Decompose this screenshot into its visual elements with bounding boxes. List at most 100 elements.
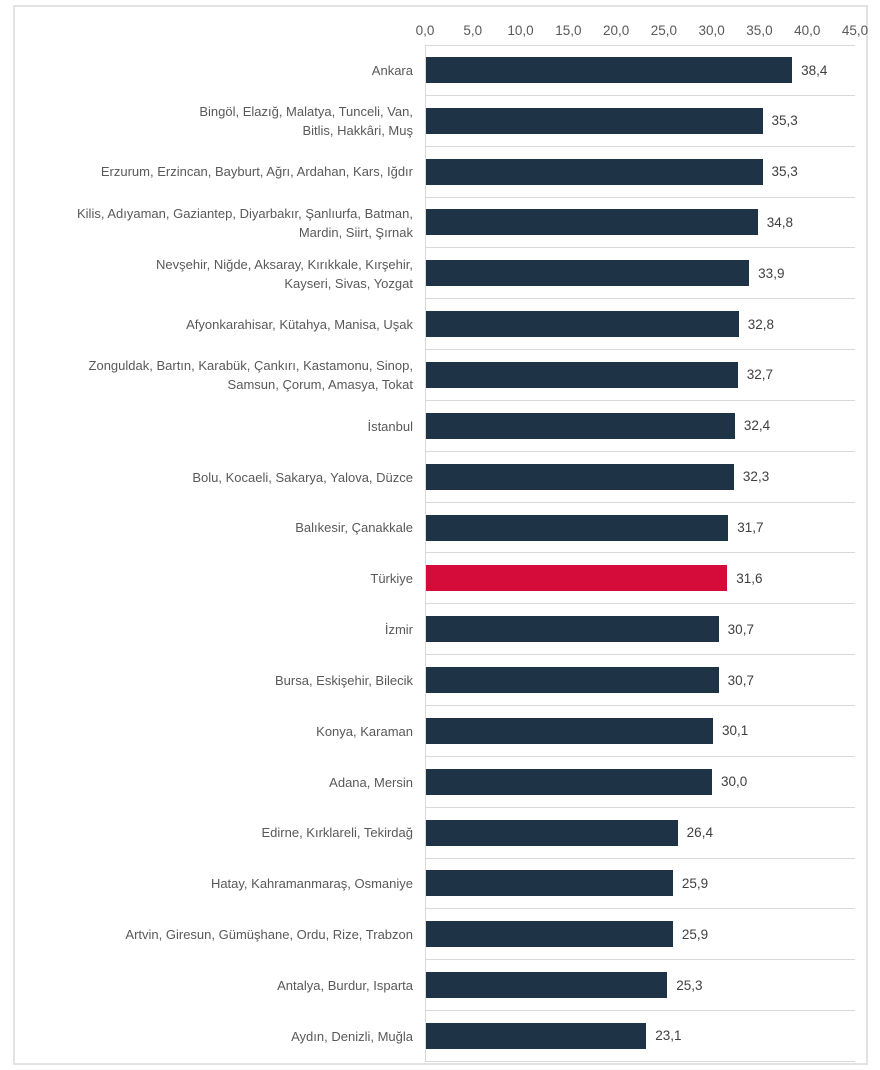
bar-row: Zonguldak, Bartın, Karabük, Çankırı, Kas… [15,350,866,401]
value-label: 31,7 [737,520,764,536]
category-label-line: Artvin, Giresun, Gümüşhane, Ordu, Rize, … [125,927,413,943]
bar-row: Artvin, Giresun, Gümüşhane, Ordu, Rize, … [15,909,866,961]
category-label: Nevşehir, Niğde, Aksaray, Kırıkkale, Kır… [15,248,425,299]
value-label: 23,1 [655,1028,682,1044]
bar [426,819,678,846]
bar [426,361,738,388]
bar [426,311,739,338]
bar [426,921,673,948]
category-label: Ankara [15,45,425,96]
bar-highlight [426,565,728,592]
value-label: 32,7 [746,367,774,383]
value-label: 32,3 [742,469,770,485]
value-label: 32,8 [747,316,774,332]
bar-row: Bingöl, Elazığ, Malatya, Tunceli, Van, Bi… [15,95,866,147]
value-label: 25,9 [681,926,709,942]
bar-row: Afyonkarahisar, Kütahya, Manisa, Uşak 32,… [15,299,866,351]
plot-cell: 30,7 [425,655,855,706]
bar-row: Bursa, Eskişehir, Bilecik 30,7 [15,655,866,706]
bar [426,57,793,84]
x-axis-tick-label: 20,0 [602,23,630,38]
category-label-line: Antalya, Burdur, Isparta [277,977,413,993]
x-axis-tick-label: 15,0 [555,23,582,38]
plot-cell: 23,1 [425,1011,855,1062]
category-label: Aydın, Denizli, Muğla [15,1011,425,1062]
category-label-line: Kayseri, Sivas, Yozgat [284,275,413,291]
category-label: Konya, Karaman [15,706,425,757]
category-label-line: Bursa, Eskişehir, Bilecik [275,672,413,688]
plot-cell: 25,3 [425,960,855,1012]
value-label: 30,0 [720,774,748,790]
bar-row: Nevşehir, Niğde, Aksaray, Kırıkkale, Kır… [15,248,866,300]
x-axis-tick-label: 5,0 [463,23,483,38]
bar-row: İzmir 30,7 [15,604,866,656]
bar-row: Ankara 38,4 [15,45,866,96]
x-axis-tick-label: 25,0 [650,23,678,38]
bar [426,667,719,694]
category-label: Antalya, Burdur, Isparta [15,960,425,1011]
category-label-line: Bolu, Kocaeli, Sakarya, Yalova, Düzce [192,469,413,485]
x-axis-tick-label: 30,0 [698,23,725,38]
category-label-line: İzmir [384,622,413,638]
value-label: 34,8 [766,214,794,230]
bar [426,463,734,490]
bar-row: Hatay, Kahramanmaraş, Osmaniye 25,9 [15,858,866,910]
bar [426,717,713,744]
value-label: 30,7 [727,672,754,688]
value-label: 25,9 [681,875,709,891]
category-label: Bursa, Eskişehir, Bilecik [15,655,425,706]
category-label-line: İstanbul [367,418,413,434]
x-axis-tick-label: 0,0 [415,23,435,38]
bar [426,616,719,643]
plot-cell: 30,1 [425,705,855,757]
category-label-line: Afyonkarahisar, Kütahya, Manisa, Uşak [186,317,413,333]
category-label: Zonguldak, Bartın, Karabük, Çankırı, Kas… [15,350,425,401]
bar [426,260,750,287]
bar [426,107,763,134]
bar [426,412,735,439]
category-label: Kilis, Adıyaman, Gaziantep, Diyarbakır, … [15,198,425,249]
category-label-line: Türkiye [370,571,413,587]
bar-row: Antalya, Burdur, Isparta 25,3 [15,960,866,1012]
category-label: Türkiye [15,553,425,604]
value-label: 38,4 [801,62,828,78]
plot-cell: 31,6 [425,553,855,605]
category-label-line: Balıkesir, Çanakkale [295,520,413,536]
x-axis: 0,0 5,0 10,0 15,0 20,0 25,0 30,0 35,0 40,0 45,0 [416,7,869,45]
bar [426,1022,647,1049]
x-axis-tick-label: 35,0 [746,23,773,38]
category-label-line: Samsun, Çorum, Amasya, Tokat [227,377,413,393]
category-label: Bingöl, Elazığ, Malatya, Tunceli, Van, Bi… [15,96,425,147]
category-label: Erzurum, Erzincan, Bayburt, Ağrı, Ardaha… [15,147,425,198]
category-label-line: Bingöl, Elazığ, Malatya, Tunceli, Van, [199,104,413,120]
value-label: 35,3 [771,164,798,180]
plot-cell: 25,9 [425,858,855,910]
bar-rows-container: Ankara 38,4 Bingöl, Elazığ, Malatya, Tunce… [15,45,866,1062]
category-label-line: Edirne, Kırklareli, Tekirdağ [261,825,414,841]
category-label-line: Konya, Karaman [316,723,413,739]
plot-cell: 32,7 [425,350,855,401]
plot-cell: 25,9 [425,909,855,961]
plot-cell: 31,7 [425,502,855,554]
value-label: 26,4 [686,825,713,841]
category-label-line: Nevşehir, Niğde, Aksaray, Kırıkkale, Kır… [156,256,413,272]
category-label: Edirne, Kırklareli, Tekirdağ [15,808,425,859]
category-label: Bolu, Kocaeli, Sakarya, Yalova, Düzce [15,452,425,503]
category-label-line: Zonguldak, Bartın, Karabük, Çankırı, Kas… [88,358,413,374]
value-label: 35,3 [771,113,798,129]
bar [426,870,673,897]
bar [426,972,668,999]
bar-row: Aydın, Denizli, Muğla 23,1 [15,1011,866,1062]
bar-row: Balıkesir, Çanakkale 31,7 [15,502,866,554]
bar-row: Erzurum, Erzincan, Bayburt, Ağrı, Ardaha… [15,146,866,198]
value-label: 25,3 [676,977,703,993]
value-label: 32,4 [743,418,771,434]
category-label: İzmir [15,604,425,655]
bar-row: Konya, Karaman 30,1 [15,705,866,757]
bar-row: İstanbul 32,4 [15,400,866,452]
bar-row: Kilis, Adıyaman, Gaziantep, Diyarbakır, … [15,197,866,249]
x-axis-tick-label: 10,0 [507,23,534,38]
value-label: 33,9 [758,265,785,281]
x-axis-tick-label: 45,0 [841,23,869,38]
